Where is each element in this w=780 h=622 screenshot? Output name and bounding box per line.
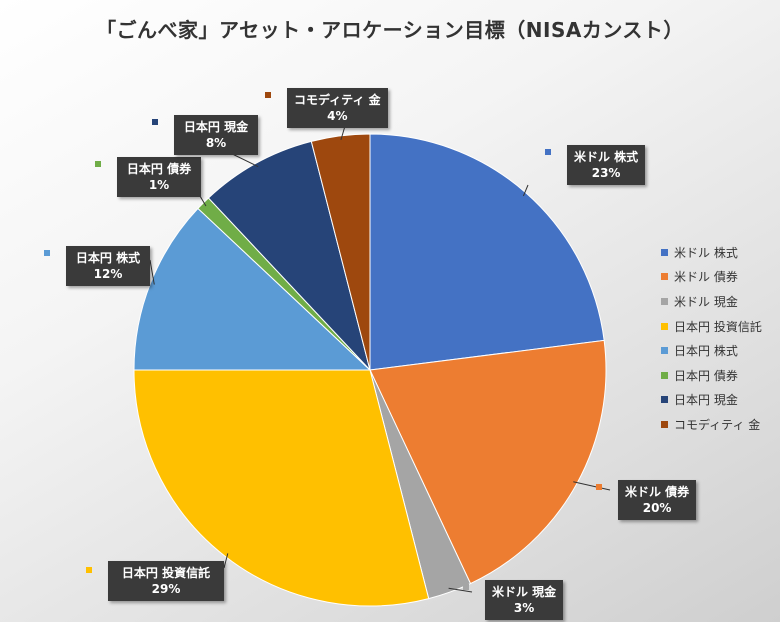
data-label-name: 日本円 株式	[75, 251, 141, 265]
legend-item: 日本円 株式	[655, 338, 769, 363]
data-label-percent: 1%	[148, 178, 170, 192]
data-label-name: 日本円 投資信託	[121, 566, 211, 580]
legend-item: コモディティ 金	[655, 412, 769, 437]
pie-slice	[207, 140, 371, 371]
data-label: 日本円 債券 1%	[95, 157, 201, 197]
legend-item: 日本円 投資信託	[655, 314, 769, 339]
legend-label: 日本円 現金	[674, 393, 738, 408]
legend-item: 日本円 現金	[655, 388, 769, 413]
data-label-key	[545, 149, 551, 155]
data-label: 米ドル 株式 23%	[545, 145, 646, 185]
legend-item: 米ドル 現金	[655, 289, 769, 314]
legend-swatch	[661, 420, 668, 428]
pie-slice	[133, 207, 372, 371]
leader-line	[199, 195, 207, 207]
leader-line	[448, 587, 473, 593]
data-label-percent: 29%	[151, 582, 181, 596]
legend-item: 米ドル 債券	[655, 265, 769, 290]
data-label: 日本円 株式 12%	[44, 246, 150, 286]
data-label-percent: 3%	[513, 601, 535, 615]
data-label-key	[596, 484, 602, 490]
data-label-percent: 8%	[205, 136, 227, 150]
data-label-key	[95, 161, 101, 167]
leader-line	[340, 125, 346, 140]
legend-label: 日本円 株式	[674, 344, 738, 359]
legend-swatch	[661, 297, 668, 305]
data-label: 日本円 現金 8%	[152, 115, 258, 155]
data-label: コモディティ 金 4%	[265, 88, 388, 128]
legend-swatch	[661, 248, 668, 256]
data-label-name: 米ドル 債券	[625, 485, 690, 499]
data-label-percent: 23%	[591, 166, 621, 180]
legend-swatch	[661, 396, 668, 404]
legend-swatch	[661, 347, 668, 355]
legend: 米ドル 株式 米ドル 債券 米ドル 現金日本円 投資信託 日本円 株式 日本円 債券 日本…	[655, 236, 769, 441]
leader-line	[573, 481, 611, 491]
legend-label: 米ドル 株式	[674, 245, 738, 260]
legend-item: 米ドル 株式	[655, 240, 769, 265]
leader-line	[223, 553, 229, 569]
chart-title: 「ごんべ家」アセット・アロケーション目標（NISAカンスト）	[96, 18, 684, 42]
pie-slice	[133, 369, 430, 607]
data-label: 米ドル 現金 3%	[463, 580, 564, 620]
data-label-key	[463, 584, 469, 590]
data-label-name: 日本円 現金	[183, 120, 249, 134]
legend-label: 米ドル 現金	[674, 294, 738, 309]
legend-label: 米ドル 債券	[674, 270, 738, 285]
pie-slice	[369, 133, 605, 371]
data-label-percent: 20%	[642, 501, 672, 515]
data-label-percent: 12%	[93, 267, 123, 281]
data-label-percent: 4%	[327, 109, 348, 123]
data-label: 米ドル 債券 20%	[596, 480, 697, 520]
leader-line	[149, 259, 155, 285]
data-label-key	[152, 119, 158, 125]
data-label-key	[265, 92, 271, 98]
legend-swatch	[661, 273, 668, 281]
legend-label: 日本円 債券	[674, 368, 738, 383]
pie-slice	[369, 339, 607, 585]
legend-swatch	[661, 371, 668, 379]
legend-item: 日本円 債券	[655, 363, 769, 388]
data-label-name: 日本円 債券	[126, 162, 192, 176]
data-label-name: 米ドル 現金	[492, 585, 557, 599]
data-label-name: コモディティ 金	[294, 93, 381, 107]
legend-swatch	[661, 322, 668, 330]
data-label: 日本円 投資信託 29%	[86, 561, 224, 601]
legend-label: 日本円 投資信託	[674, 319, 762, 334]
pie-slice	[310, 133, 371, 371]
data-label-key	[44, 250, 50, 256]
legend-label: コモディティ 金	[674, 417, 761, 432]
leader-line	[522, 184, 529, 197]
data-label-key	[86, 567, 92, 573]
data-label-name: 米ドル 株式	[574, 150, 639, 164]
